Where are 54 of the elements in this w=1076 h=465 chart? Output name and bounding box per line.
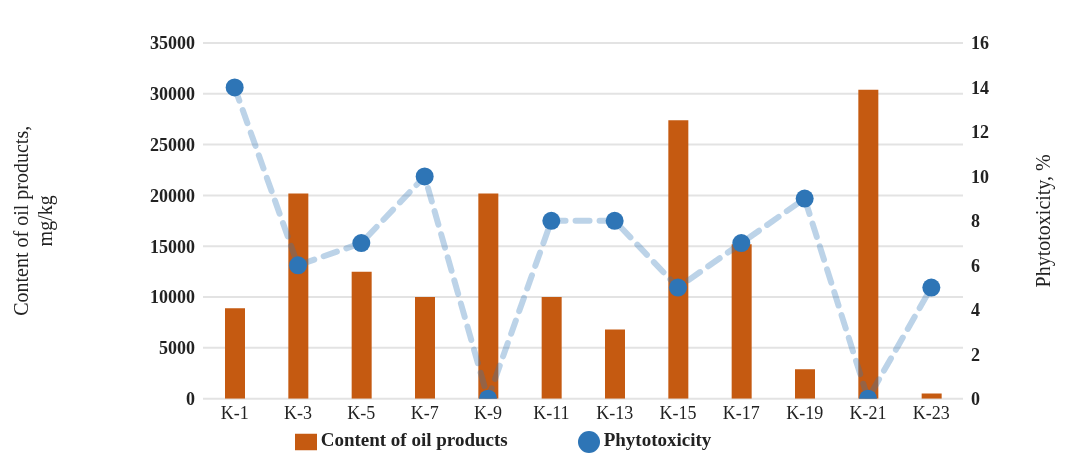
point [795, 189, 814, 208]
point [415, 167, 434, 186]
x-tick-label: K-5 [347, 403, 376, 424]
point [225, 78, 244, 97]
bar [225, 308, 245, 399]
bar [605, 329, 625, 399]
x-tick-label: K-15 [659, 403, 697, 424]
y-tick-label: 5000 [159, 338, 195, 359]
point [669, 278, 687, 297]
y2-tick-label: 6 [971, 255, 980, 276]
bar [541, 297, 562, 399]
x-tick-label: K-23 [912, 403, 950, 424]
bar [478, 193, 499, 399]
x-tick-label: K-19 [786, 403, 824, 424]
point [542, 211, 561, 230]
y-tick-label: 0 [186, 389, 195, 410]
bar [668, 120, 689, 399]
y2-tick-label: 0 [971, 389, 980, 410]
x-tick-label: K-11 [533, 403, 570, 424]
bar [415, 297, 435, 399]
y-tick-label: 15000 [150, 236, 195, 257]
y2-tick-label: 16 [971, 33, 989, 54]
legend-label: Content of oil products [320, 428, 508, 450]
bar [731, 244, 752, 399]
x-tick-label: K-17 [722, 403, 760, 424]
point [922, 278, 941, 297]
y2-tick-label: 2 [971, 344, 980, 365]
y-tick-label: 20000 [150, 185, 195, 206]
point [289, 256, 307, 275]
x-tick-label: K-21 [849, 403, 887, 424]
point [732, 234, 751, 253]
y-tick-label: 10000 [150, 287, 195, 308]
bar [288, 193, 309, 399]
point [605, 211, 624, 230]
y-axis-title: Content of oil products, mg/kg [10, 125, 57, 316]
y2-axis-title: Phytotoxicity, % [1032, 154, 1055, 288]
x-tick-label: K-3 [284, 403, 312, 424]
legend-label: Phytotoxicity [603, 428, 712, 450]
y2-tick-label: 4 [971, 300, 980, 321]
x-tick-label: K-9 [474, 403, 502, 424]
x-tick-label: K-7 [410, 403, 439, 424]
y2-tick-label: 10 [971, 166, 989, 187]
y-tick-label: 30000 [150, 84, 195, 105]
bar [351, 271, 372, 399]
bar [795, 369, 815, 399]
x-tick-label: K-1 [220, 403, 249, 424]
y2-tick-label: 12 [971, 122, 989, 143]
point [352, 234, 371, 253]
x-tick-label: K-13 [596, 403, 634, 424]
y2-tick-label: 14 [971, 77, 989, 98]
y2-tick-label: 8 [971, 211, 980, 232]
y-tick-label: 25000 [150, 135, 195, 156]
y-tick-label: 35000 [150, 33, 195, 54]
bar [858, 89, 879, 399]
